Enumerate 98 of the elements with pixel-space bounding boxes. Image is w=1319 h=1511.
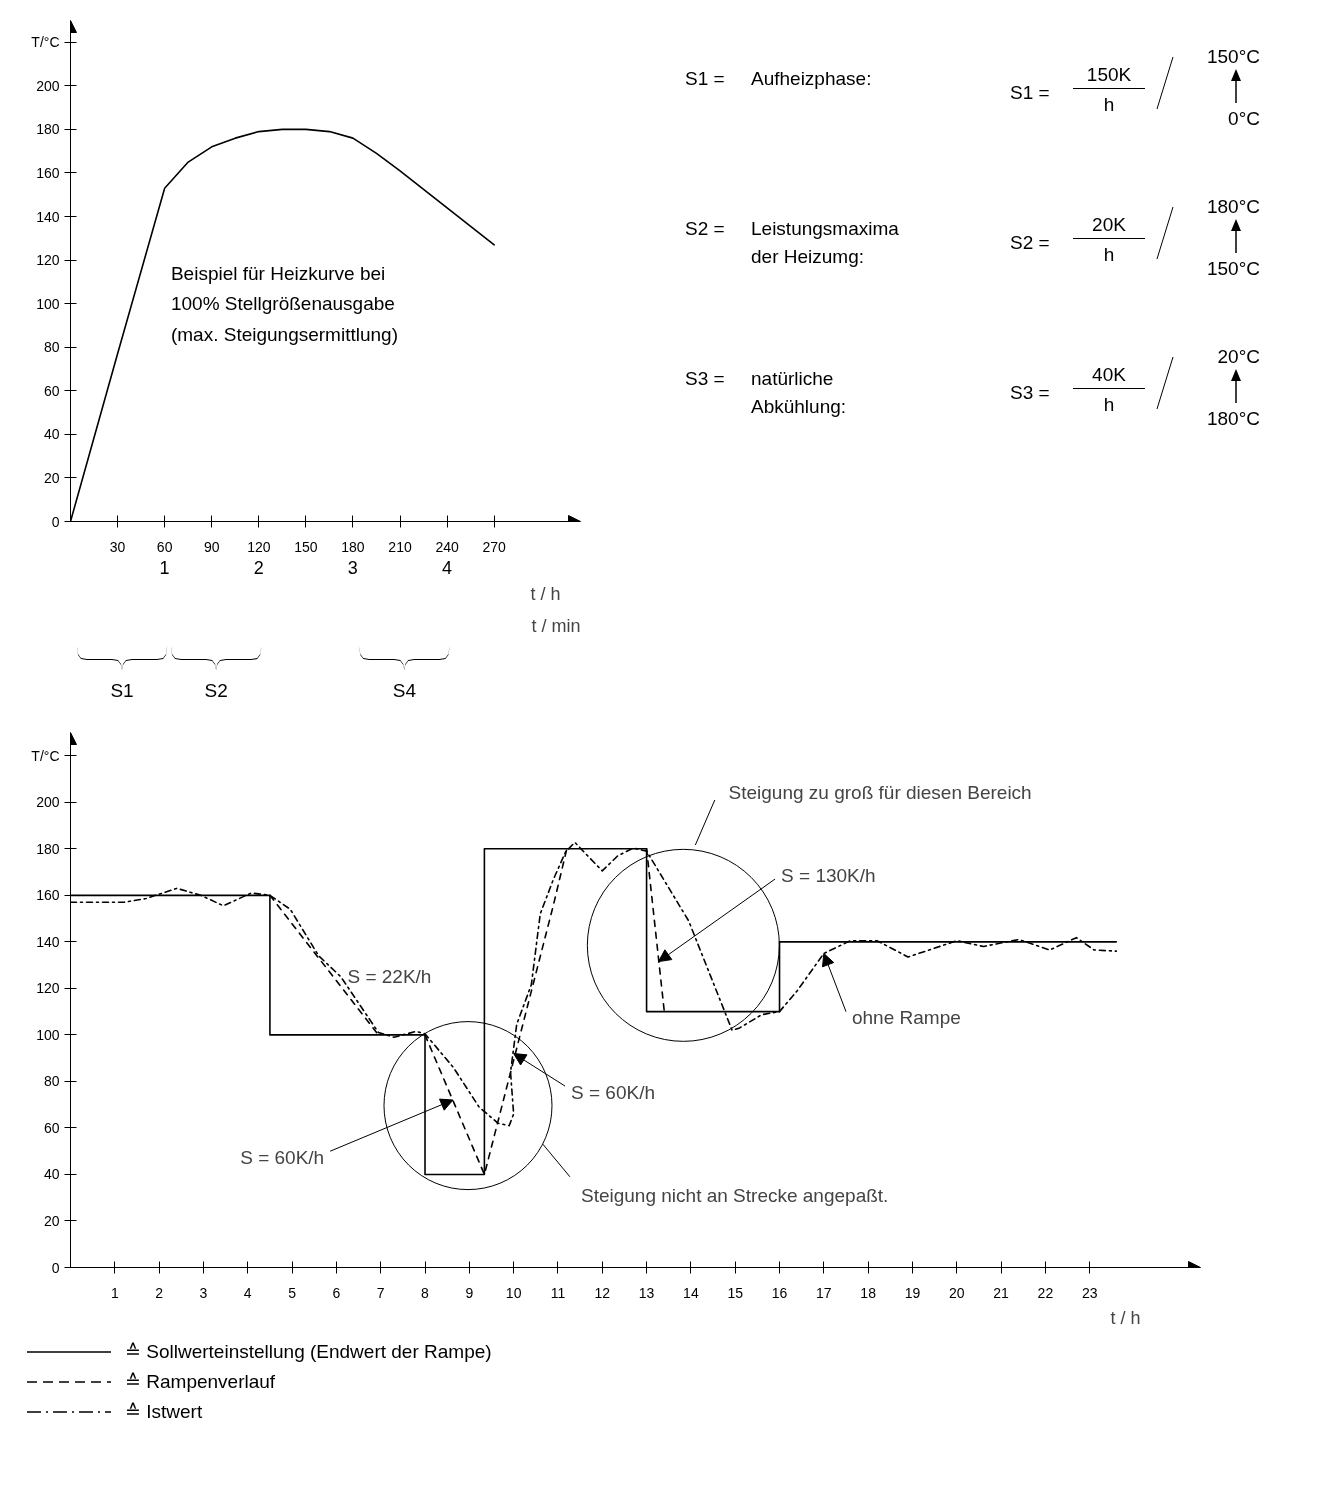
y-tick-label: 120 [36, 980, 60, 997]
y-tick-label: 180 [36, 840, 60, 857]
x-tick-label: 240 [435, 538, 460, 555]
legend-label: ≙ Rampenverlauf [125, 1370, 276, 1395]
x-tick-label: 9 [465, 1284, 474, 1301]
text: 150°C [1205, 45, 1260, 69]
y-tick-label: T/°C [31, 34, 60, 51]
x-tick-label: 23 [1081, 1284, 1098, 1301]
x-axis-title: t / h [1110, 1307, 1141, 1328]
text: S1 [110, 680, 134, 701]
text: S2 [204, 680, 228, 701]
x-tick-label: 18 [860, 1284, 877, 1301]
y-tick-label: 200 [36, 794, 60, 811]
x2-tick-label: 2 [253, 557, 264, 578]
text: Aufheizphase: [751, 67, 872, 91]
text: 180°C [1205, 407, 1260, 431]
x-tick-label: 150 [294, 538, 318, 555]
x-tick-label: 270 [482, 538, 507, 555]
x-tick-label: 15 [727, 1284, 744, 1301]
text: S2 = [1010, 231, 1050, 255]
annotation: Beispiel für Heizkurve bei 100% Stellgrößenausgabe (max. Steigungsermittlung) [170, 262, 398, 345]
y-tick-label: 180 [36, 121, 60, 138]
x-tick-label: 2 [155, 1284, 164, 1301]
y-tick-label: 60 [43, 1119, 60, 1136]
text: h [1102, 243, 1116, 267]
x2-tick-label: 3 [347, 557, 358, 578]
x2-tick-label: 1 [159, 557, 170, 578]
annotation: Steigung zu groß für diesen Bereich [728, 782, 1032, 804]
annotation: ohne Rampe [851, 1007, 961, 1029]
x-tick-label: 60 [156, 538, 173, 555]
text: S4 [392, 680, 417, 701]
y-tick-label: 20 [43, 1212, 60, 1229]
x-tick-label: 11 [550, 1284, 566, 1301]
annotation: S = 130K/h [781, 864, 876, 886]
text: h [1102, 93, 1116, 117]
x-tick-label: 17 [816, 1284, 832, 1301]
y-tick-label: 120 [36, 252, 60, 269]
annotation: S = 60K/h [240, 1146, 325, 1168]
y-tick-label: 200 [36, 77, 60, 94]
x-tick-label: 180 [341, 538, 365, 555]
y-tick-label: 160 [36, 164, 60, 181]
x-tick-label: 14 [683, 1284, 699, 1301]
text: 20°C [1216, 345, 1260, 369]
x-tick-label: 90 [203, 538, 220, 555]
y-tick-label: 140 [36, 933, 60, 950]
x-tick-label: 3 [199, 1284, 208, 1301]
y-tick-label: 60 [43, 382, 60, 399]
y-tick-label: 0 [51, 513, 60, 530]
x-tick-label: 19 [904, 1284, 921, 1301]
x-tick-label: 7 [376, 1284, 385, 1301]
text: S1 = [685, 67, 725, 91]
y-tick-label: 40 [43, 426, 60, 443]
x-tick-label: 4 [243, 1284, 252, 1301]
x-tick-label: 1 [110, 1284, 119, 1301]
x-axis-title: t / min [531, 615, 581, 636]
text: S1 = [1010, 81, 1050, 105]
legend-label: ≙ Istwert [125, 1400, 203, 1425]
text: 0°C [1227, 107, 1260, 131]
text: 40K [1073, 361, 1145, 390]
y-tick-label: 40 [43, 1166, 60, 1183]
y-tick-label: 80 [43, 339, 60, 356]
y-tick-label: 100 [36, 1026, 60, 1043]
x-tick-label: 10 [505, 1284, 522, 1301]
x-tick-label: 210 [388, 538, 412, 555]
x-tick-label: 16 [771, 1284, 788, 1301]
annotation: S = 60K/h [571, 1081, 656, 1103]
x-tick-label: 30 [109, 538, 126, 555]
x-tick-label: 21 [993, 1284, 1010, 1301]
y-tick-label: 0 [51, 1259, 60, 1276]
y-tick-label: 20 [43, 469, 60, 486]
text: 20K [1073, 211, 1145, 240]
legend-label: ≙ Sollwerteinstellung (Endwert der Rampe) [125, 1340, 492, 1365]
text: 180°C [1205, 195, 1260, 219]
y-tick-label: 140 [36, 208, 60, 225]
x-tick-label: 5 [288, 1284, 297, 1301]
y-tick-label: T/°C [31, 747, 60, 764]
annotation: Steigung nicht an Strecke angepaßt. [580, 1184, 889, 1206]
text: natürliche Abkühlung: [751, 367, 847, 419]
x-tick-label: 20 [948, 1284, 965, 1301]
text: S3 = [1010, 381, 1050, 405]
x-tick-label: 13 [638, 1284, 655, 1301]
annotation: S = 22K/h [347, 966, 432, 988]
x-tick-label: 22 [1037, 1284, 1054, 1301]
text: h [1102, 393, 1116, 417]
x-tick-label: 8 [421, 1284, 430, 1301]
x-tick-label: 120 [247, 538, 271, 555]
y-tick-label: 80 [43, 1073, 60, 1090]
text: S3 = [685, 367, 725, 391]
x-tick-label: 6 [332, 1284, 341, 1301]
text: S2 = [685, 217, 725, 241]
y-tick-label: 160 [36, 887, 60, 904]
text: 150°C [1205, 257, 1260, 281]
y-tick-label: 100 [36, 295, 60, 312]
text: Leistungsmaxima der Heizumg: [751, 217, 899, 269]
x-tick-label: 12 [594, 1284, 611, 1301]
text: 150K [1073, 61, 1145, 90]
x2-axis-title: t / h [530, 583, 561, 604]
x2-tick-label: 4 [441, 557, 452, 578]
